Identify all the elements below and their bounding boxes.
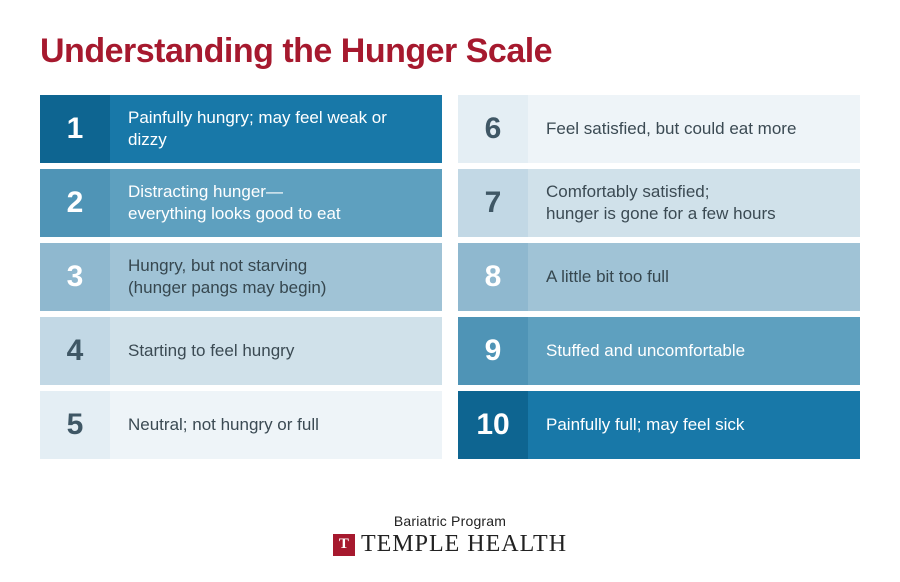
title: Understanding the Hunger Scale xyxy=(40,32,860,71)
footer: Bariatric Program T TEMPLE HEALTH xyxy=(0,513,900,558)
scale-row: 6Feel satisfied, but could eat more xyxy=(458,95,860,163)
footer-brand: T TEMPLE HEALTH xyxy=(333,531,567,558)
scale-number: 6 xyxy=(458,95,528,163)
scale-description: Feel satisfied, but could eat more xyxy=(528,95,860,163)
scale-description: Painfully hungry; may feel weak or dizzy xyxy=(110,95,442,163)
scale-description: Neutral; not hungry or full xyxy=(110,391,442,459)
scale-number: 9 xyxy=(458,317,528,385)
scale-number: 8 xyxy=(458,243,528,311)
scale-number: 2 xyxy=(40,169,110,237)
scale-row: 8A little bit too full xyxy=(458,243,860,311)
footer-subtitle: Bariatric Program xyxy=(0,513,900,529)
scale-description: Stuffed and uncomfortable xyxy=(528,317,860,385)
scale-number: 7 xyxy=(458,169,528,237)
scale-description: Painfully full; may feel sick xyxy=(528,391,860,459)
scale-description: Starting to feel hungry xyxy=(110,317,442,385)
scale-row: 7Comfortably satisfied; hunger is gone f… xyxy=(458,169,860,237)
scale-row: 9Stuffed and uncomfortable xyxy=(458,317,860,385)
brand-mark-icon: T xyxy=(333,534,355,556)
scale-row: 4Starting to feel hungry xyxy=(40,317,442,385)
scale-grid: 1Painfully hungry; may feel weak or dizz… xyxy=(40,95,860,459)
scale-row: 2Distracting hunger— everything looks go… xyxy=(40,169,442,237)
scale-number: 3 xyxy=(40,243,110,311)
scale-column-left: 1Painfully hungry; may feel weak or dizz… xyxy=(40,95,442,459)
scale-row: 5Neutral; not hungry or full xyxy=(40,391,442,459)
scale-number: 4 xyxy=(40,317,110,385)
brand-text: TEMPLE HEALTH xyxy=(361,531,567,558)
scale-number: 1 xyxy=(40,95,110,163)
scale-number: 5 xyxy=(40,391,110,459)
scale-row: 1Painfully hungry; may feel weak or dizz… xyxy=(40,95,442,163)
scale-number: 10 xyxy=(458,391,528,459)
scale-description: Distracting hunger— everything looks goo… xyxy=(110,169,442,237)
scale-column-right: 6Feel satisfied, but could eat more7Comf… xyxy=(458,95,860,459)
scale-row: 3Hungry, but not starving (hunger pangs … xyxy=(40,243,442,311)
scale-description: Comfortably satisfied; hunger is gone fo… xyxy=(528,169,860,237)
scale-description: Hungry, but not starving (hunger pangs m… xyxy=(110,243,442,311)
scale-description: A little bit too full xyxy=(528,243,860,311)
scale-row: 10Painfully full; may feel sick xyxy=(458,391,860,459)
